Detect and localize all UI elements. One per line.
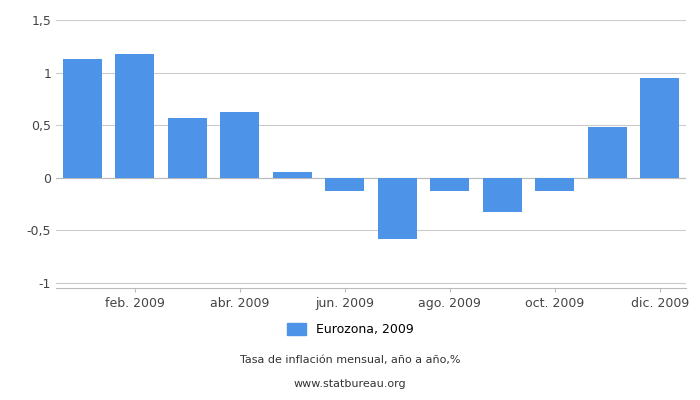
Legend: Eurozona, 2009: Eurozona, 2009 [281, 318, 419, 341]
Bar [325, 178, 365, 191]
Bar [535, 178, 575, 191]
Bar [272, 172, 312, 178]
Bar [220, 112, 260, 178]
Text: www.statbureau.org: www.statbureau.org [294, 379, 406, 389]
Bar [587, 127, 627, 178]
Bar [430, 178, 470, 191]
Bar [115, 54, 155, 178]
Bar [167, 118, 207, 178]
Bar [640, 78, 680, 178]
Bar [377, 178, 417, 239]
Bar [62, 59, 102, 178]
Text: Tasa de inflación mensual, año a año,%: Tasa de inflación mensual, año a año,% [239, 355, 461, 365]
Bar [482, 178, 522, 212]
